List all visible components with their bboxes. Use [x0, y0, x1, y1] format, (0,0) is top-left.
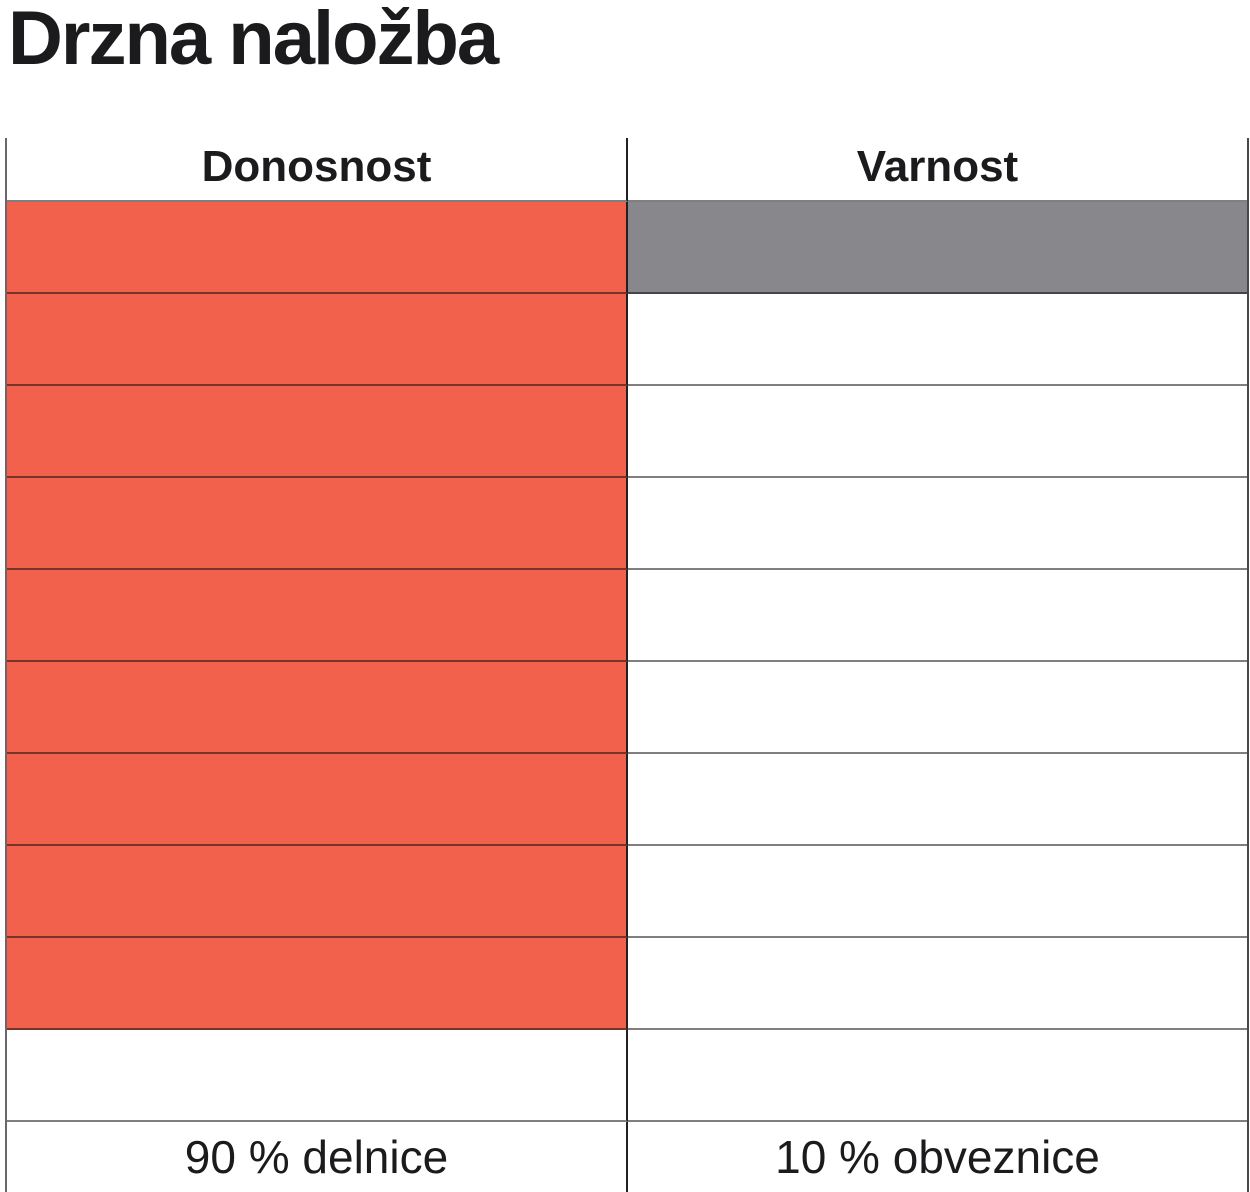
donosnost-cell-5	[7, 570, 628, 662]
footer-label-delnice: 90 % delnice	[7, 1122, 628, 1192]
grid-row	[7, 938, 1247, 1030]
page-title: Drzna naložba	[8, 0, 499, 81]
grid-row	[7, 386, 1247, 478]
table-footer-row: 90 % delnice 10 % obveznice	[7, 1122, 1247, 1192]
table-header-row: Donosnost Varnost	[7, 138, 1247, 202]
grid-row	[7, 1030, 1247, 1122]
donosnost-cell-9	[7, 938, 628, 1030]
varnost-cell-4	[628, 478, 1247, 570]
footer-label-obveznice: 10 % obveznice	[628, 1122, 1247, 1192]
varnost-cell-1	[628, 202, 1247, 294]
grid-row	[7, 754, 1247, 846]
grid-row	[7, 202, 1247, 294]
donosnost-cell-7	[7, 754, 628, 846]
varnost-cell-8	[628, 846, 1247, 938]
donosnost-cell-10	[7, 1030, 628, 1122]
grid-row	[7, 570, 1247, 662]
grid-row	[7, 294, 1247, 386]
varnost-cell-10	[628, 1030, 1247, 1122]
donosnost-cell-6	[7, 662, 628, 754]
donosnost-cell-1	[7, 202, 628, 294]
grid-body	[7, 202, 1247, 1122]
varnost-cell-2	[628, 294, 1247, 386]
donosnost-cell-4	[7, 478, 628, 570]
header-cell-donosnost: Donosnost	[7, 138, 628, 202]
header-cell-varnost: Varnost	[628, 138, 1247, 202]
donosnost-cell-2	[7, 294, 628, 386]
donosnost-cell-8	[7, 846, 628, 938]
grid-row	[7, 846, 1247, 938]
grid-row	[7, 662, 1247, 754]
varnost-cell-3	[628, 386, 1247, 478]
grid-row	[7, 478, 1247, 570]
varnost-cell-7	[628, 754, 1247, 846]
varnost-cell-9	[628, 938, 1247, 1030]
rating-table: Donosnost Varnost 90 % delnice 10 % obve…	[5, 138, 1249, 1192]
varnost-cell-5	[628, 570, 1247, 662]
donosnost-cell-3	[7, 386, 628, 478]
varnost-cell-6	[628, 662, 1247, 754]
